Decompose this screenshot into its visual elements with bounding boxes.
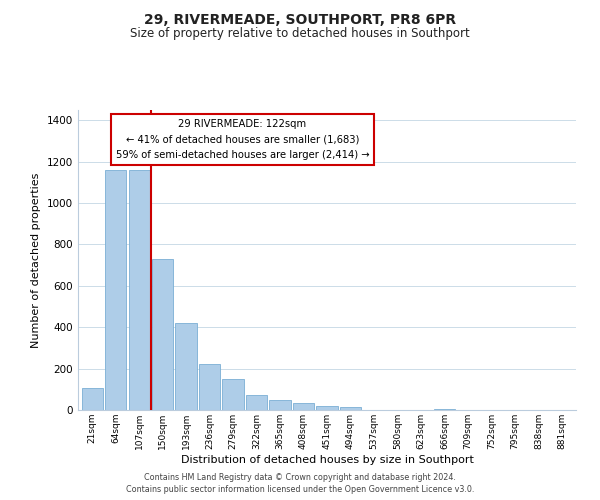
Bar bbox=[128, 170, 149, 410]
Text: 29 RIVERMEADE: 122sqm
← 41% of detached houses are smaller (1,683)
59% of semi-d: 29 RIVERMEADE: 122sqm ← 41% of detached … bbox=[116, 119, 369, 160]
X-axis label: Distribution of detached houses by size in Southport: Distribution of detached houses by size … bbox=[181, 454, 473, 464]
Text: 29, RIVERMEADE, SOUTHPORT, PR8 6PR: 29, RIVERMEADE, SOUTHPORT, PR8 6PR bbox=[144, 12, 456, 26]
Bar bbox=[82, 388, 103, 410]
Bar bbox=[316, 406, 338, 410]
Bar bbox=[175, 323, 197, 410]
Text: Contains public sector information licensed under the Open Government Licence v3: Contains public sector information licen… bbox=[126, 485, 474, 494]
Bar bbox=[246, 395, 267, 410]
Text: Size of property relative to detached houses in Southport: Size of property relative to detached ho… bbox=[130, 28, 470, 40]
Y-axis label: Number of detached properties: Number of detached properties bbox=[31, 172, 41, 348]
Bar bbox=[199, 364, 220, 410]
Bar bbox=[223, 380, 244, 410]
Bar bbox=[293, 404, 314, 410]
Bar bbox=[269, 400, 290, 410]
Bar bbox=[152, 259, 173, 410]
Bar bbox=[434, 408, 455, 410]
Text: Contains HM Land Registry data © Crown copyright and database right 2024.: Contains HM Land Registry data © Crown c… bbox=[144, 474, 456, 482]
Bar bbox=[340, 407, 361, 410]
Bar bbox=[105, 170, 126, 410]
